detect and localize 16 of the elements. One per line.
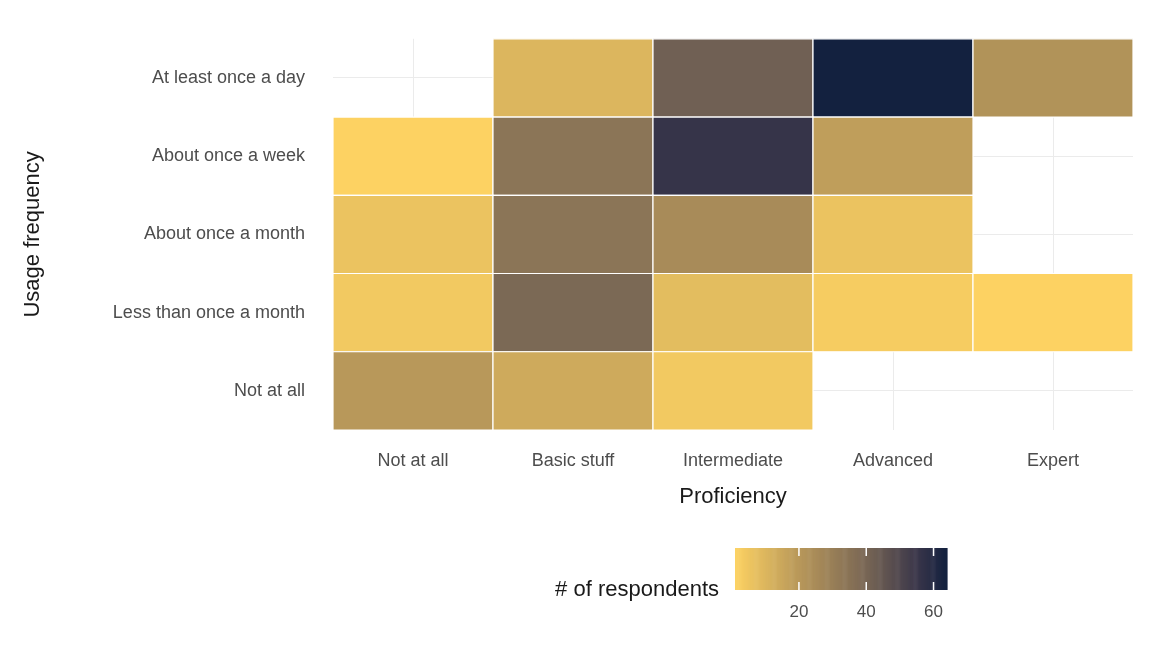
x-tick-label: Intermediate (682, 449, 784, 470)
x-tick-label: Not at all (377, 449, 449, 470)
x-axis-title: Proficiency (679, 482, 787, 508)
legend-title: # of respondents (555, 576, 719, 602)
color-bar-label: 20 (789, 602, 809, 622)
y-tick-label: At least once a day (151, 66, 305, 87)
y-tick-label: About once a week (151, 145, 306, 166)
y-axis-title: Usage frequency (19, 151, 45, 318)
x-tick-label: Basic stuff (531, 449, 616, 470)
y-tick-label: Less than once a month (112, 301, 305, 322)
y-tick-label: Not at all (233, 379, 305, 400)
x-tick-label: Expert (1026, 449, 1080, 470)
color-bar-label: 40 (856, 602, 876, 622)
y-tick-label: About once a month (143, 223, 305, 244)
color-bar-label: 60 (924, 602, 943, 622)
x-tick-label: Advanced (852, 449, 934, 470)
